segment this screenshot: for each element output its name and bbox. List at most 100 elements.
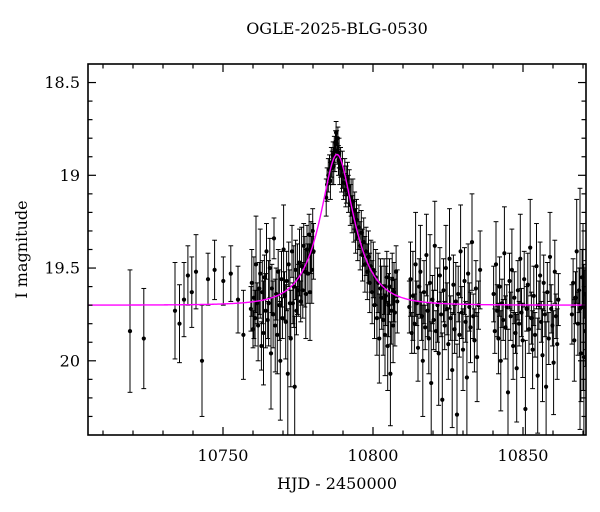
data-point (311, 249, 316, 254)
y-axis-label: I magnitude (12, 200, 31, 298)
data-point (289, 249, 295, 254)
data-point (300, 288, 305, 293)
data-point (382, 332, 388, 337)
data-point (310, 228, 315, 234)
data-point (374, 316, 379, 321)
data-point (491, 291, 496, 297)
data-point (534, 264, 539, 269)
y-tick-label: 19 (60, 166, 80, 185)
data-point (552, 269, 557, 274)
data-point (457, 332, 462, 337)
data-point (469, 239, 475, 245)
y-tick-label: 19.5 (44, 259, 80, 278)
data-point (267, 265, 272, 271)
data-point (304, 247, 310, 252)
data-point (535, 373, 540, 378)
data-point (264, 249, 269, 254)
data-point (273, 323, 278, 328)
data-point (263, 308, 268, 313)
data-point (556, 297, 561, 302)
data-point (307, 232, 312, 237)
data-point (518, 256, 523, 261)
data-point (497, 284, 502, 289)
data-point (141, 336, 146, 341)
data-point (415, 345, 421, 350)
data-point (492, 329, 497, 334)
data-point (498, 358, 503, 363)
x-tick-label: 10750 (198, 446, 249, 465)
data-point (388, 371, 393, 376)
data-point (504, 304, 509, 310)
data-point (546, 336, 551, 341)
data-point (478, 267, 483, 273)
data-point (441, 288, 446, 293)
data-point (540, 353, 545, 358)
plot-title: OGLE-2025-BLG-0530 (246, 19, 428, 38)
data-point (177, 321, 182, 326)
data-point (261, 330, 266, 336)
data-point (493, 262, 499, 267)
data-point (265, 317, 270, 323)
data-point (279, 277, 284, 282)
data-point (423, 325, 428, 330)
data-point (284, 278, 289, 284)
data-point (451, 282, 456, 287)
data-point (212, 267, 217, 273)
data-point (381, 317, 386, 323)
data-point (384, 275, 389, 280)
data-point (450, 367, 455, 373)
data-point (525, 282, 530, 287)
data-point (440, 397, 445, 402)
data-point (456, 291, 461, 297)
data-point (575, 321, 581, 326)
data-point (472, 338, 477, 343)
data-point (285, 371, 290, 376)
data-point (514, 366, 519, 371)
data-point (271, 312, 276, 317)
data-point (447, 256, 452, 261)
data-point (577, 288, 582, 293)
data-point (424, 252, 429, 258)
data-points-layer (127, 121, 586, 435)
data-point (528, 245, 533, 250)
data-point (510, 343, 516, 349)
data-point (253, 316, 258, 321)
data-point (383, 293, 388, 298)
data-point (283, 319, 288, 324)
data-point (181, 297, 187, 302)
data-point (307, 290, 313, 295)
data-point (266, 301, 271, 306)
data-point (505, 390, 511, 395)
data-point (526, 327, 532, 332)
data-point (538, 273, 543, 278)
data-point (303, 291, 308, 297)
data-point (571, 280, 576, 285)
data-point (228, 271, 233, 276)
data-point (390, 277, 395, 282)
data-point (278, 358, 283, 363)
data-point (309, 267, 314, 273)
data-point (420, 358, 425, 363)
data-point (395, 299, 400, 304)
data-point (377, 336, 382, 341)
data-point (298, 299, 303, 304)
data-point (544, 384, 549, 389)
data-point (443, 265, 448, 271)
data-point (328, 178, 333, 183)
data-point (281, 247, 286, 252)
data-point (466, 271, 471, 276)
data-point (297, 260, 302, 265)
x-tick-label: 10850 (498, 446, 549, 465)
data-point (268, 351, 274, 356)
data-point (530, 347, 535, 352)
model-curve (88, 153, 586, 306)
data-point (286, 262, 291, 267)
data-point (387, 284, 392, 289)
data-point (496, 336, 501, 341)
data-point (293, 267, 298, 273)
data-point (541, 280, 546, 285)
data-point (582, 291, 586, 297)
data-point (512, 295, 517, 300)
